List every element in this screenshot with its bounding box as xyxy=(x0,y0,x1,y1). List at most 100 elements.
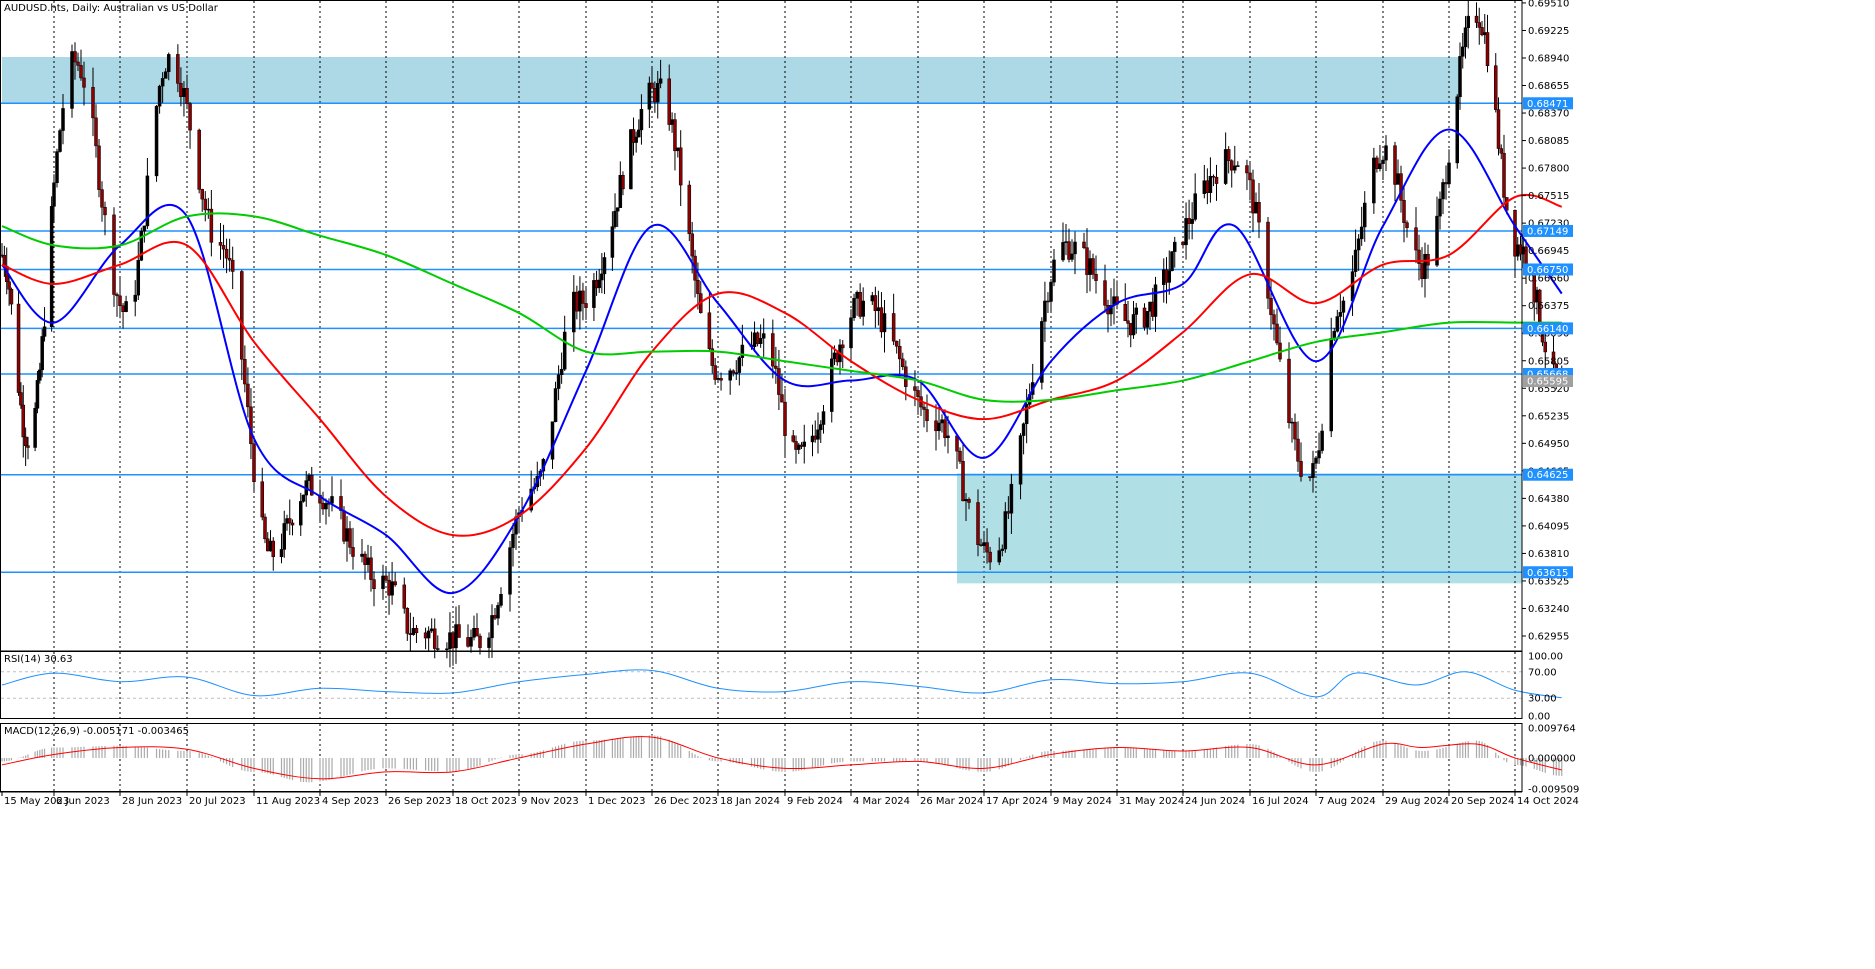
candle-body xyxy=(9,288,14,305)
candle-body xyxy=(139,230,144,261)
price-tick-label: 0.66375 xyxy=(1528,301,1569,312)
candle-body xyxy=(23,436,28,447)
candle-body xyxy=(1513,209,1517,257)
candle-body xyxy=(133,294,137,302)
candle-body xyxy=(1332,331,1337,339)
date-tick-label: 18 Oct 2023 xyxy=(455,796,517,807)
candle-body xyxy=(1320,430,1324,451)
candle-body xyxy=(1372,157,1376,204)
candle-body xyxy=(719,378,723,381)
date-tick-label: 4 Mar 2024 xyxy=(853,796,910,807)
date-tick-label: 9 Feb 2024 xyxy=(787,796,843,807)
candle-body xyxy=(556,374,561,389)
date-tick-label: 28 Jun 2023 xyxy=(122,796,182,807)
candle-body xyxy=(897,346,902,360)
price-tick-label: 0.64095 xyxy=(1528,521,1569,532)
date-tick-label: 20 Jul 2023 xyxy=(189,796,246,807)
candle-body xyxy=(1229,160,1234,171)
candle-body xyxy=(562,331,567,370)
date-tick-label: 9 Nov 2023 xyxy=(521,796,579,807)
price-tick-label: 0.66945 xyxy=(1528,246,1569,257)
candle-body xyxy=(384,575,388,581)
candle-body xyxy=(1009,483,1014,514)
candle-body xyxy=(597,279,601,289)
candle-body xyxy=(967,499,971,503)
price-tick-label: 0.64950 xyxy=(1528,439,1569,450)
candle-body xyxy=(1341,300,1346,313)
candle-body xyxy=(1396,173,1400,185)
candle-body xyxy=(707,312,712,349)
candle-body xyxy=(466,637,470,647)
candle-body xyxy=(475,627,479,637)
level-label-box xyxy=(1523,97,1573,110)
candle-body xyxy=(655,83,660,103)
price-tick-label: 0.68085 xyxy=(1528,136,1569,147)
candle-body xyxy=(1441,182,1445,200)
candle-body xyxy=(891,313,896,342)
candle-body xyxy=(631,129,636,143)
candle-body xyxy=(366,557,370,565)
candle-body xyxy=(142,225,147,232)
candle-body xyxy=(529,488,533,511)
candle-body xyxy=(690,233,694,257)
candle-body xyxy=(985,542,989,553)
candle-body xyxy=(1223,149,1228,184)
candle-body xyxy=(469,637,473,647)
candle-body xyxy=(1251,179,1255,214)
moving-average-line-0 xyxy=(1,128,1563,595)
candle-body xyxy=(252,443,256,482)
candle-body xyxy=(1254,202,1258,214)
candle-body xyxy=(658,78,663,84)
candle-body xyxy=(771,333,775,367)
candle-body xyxy=(639,109,644,131)
candle-body xyxy=(731,370,735,374)
candle-body xyxy=(1173,241,1177,252)
candle-body xyxy=(653,88,657,103)
candle-body xyxy=(791,435,795,442)
candle-body xyxy=(841,344,845,349)
candle-body xyxy=(1455,96,1459,164)
candle-body xyxy=(1070,253,1074,260)
candle-body xyxy=(511,533,515,548)
candle-body xyxy=(115,294,119,297)
candle-body xyxy=(61,108,65,131)
candle-body xyxy=(550,421,555,460)
candle-body xyxy=(650,82,654,89)
candle-body xyxy=(1018,435,1023,485)
candle-body xyxy=(124,301,128,312)
candle-body xyxy=(1420,263,1424,279)
candle-body xyxy=(448,632,452,650)
candle-body xyxy=(1414,227,1418,251)
candle-body xyxy=(457,624,461,638)
date-tick-label: 11 Aug 2023 xyxy=(256,796,320,807)
date-tick-label: 9 May 2024 xyxy=(1053,796,1112,807)
candle-body xyxy=(1496,109,1501,149)
candle-body xyxy=(451,632,455,649)
candle-body xyxy=(1494,65,1498,110)
candle-body xyxy=(1202,180,1207,194)
price-tick-label: 0.63810 xyxy=(1528,549,1569,560)
candle-body xyxy=(1502,152,1506,198)
candle-body xyxy=(1477,22,1481,28)
candle-body xyxy=(472,627,476,638)
candle-body xyxy=(496,605,500,619)
candle-body xyxy=(997,550,1001,563)
candle-body xyxy=(849,317,853,349)
candle-body xyxy=(1485,32,1490,66)
candle-body xyxy=(1134,307,1138,315)
macd-signal-line xyxy=(1,736,1562,780)
candle-body xyxy=(260,481,264,518)
candle-body xyxy=(673,119,677,152)
level-label: 0.66750 xyxy=(1527,265,1568,276)
candle-body xyxy=(1272,314,1276,325)
candle-body xyxy=(1350,271,1355,302)
candle-body xyxy=(613,210,617,227)
candle-body xyxy=(1466,15,1470,28)
date-tick-label: 15 May 2023 xyxy=(4,796,69,807)
candle-body xyxy=(246,383,250,408)
candle-body xyxy=(1024,404,1029,425)
candle-body xyxy=(58,130,62,152)
candle-body xyxy=(1236,165,1240,167)
